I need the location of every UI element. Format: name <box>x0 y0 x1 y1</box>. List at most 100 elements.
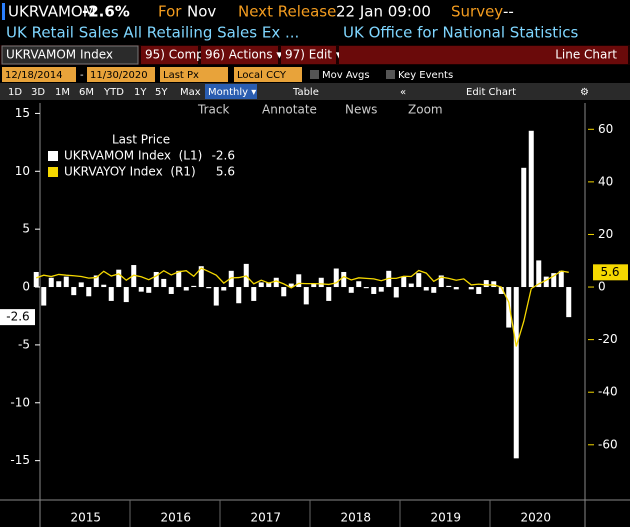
x-tick-label: 2019 <box>430 511 461 525</box>
security-field: UKRVAMOM Index <box>6 48 113 62</box>
legend-value: 5.6 <box>216 165 235 179</box>
survey-value: -- <box>503 3 514 21</box>
legend <box>42 130 237 182</box>
settings-icon[interactable]: ⚙ <box>580 87 589 98</box>
legend-swatch <box>48 151 58 161</box>
x-tick-label: 2015 <box>70 511 101 525</box>
view-label[interactable]: Line Chart <box>555 48 617 62</box>
line <box>36 267 569 347</box>
bar <box>93 275 99 288</box>
bar <box>288 283 294 288</box>
last-value-badge <box>0 309 35 326</box>
tool-button[interactable]: Annotate <box>262 103 317 117</box>
bar <box>333 268 339 288</box>
source: UK Office for National Statistics <box>343 24 579 42</box>
actions-button[interactable] <box>201 46 278 64</box>
bar <box>483 280 489 288</box>
bar <box>521 167 527 288</box>
bar <box>206 287 212 289</box>
bar <box>311 283 317 288</box>
edit-chart[interactable]: Edit Chart <box>466 87 516 98</box>
bar <box>558 270 564 288</box>
security-input[interactable] <box>1 45 139 65</box>
bar <box>266 282 272 288</box>
period-button[interactable]: YTD <box>103 87 124 98</box>
end-date: 11/30/2020 <box>90 70 148 81</box>
bar <box>438 275 444 288</box>
bar <box>371 287 377 294</box>
compare-button[interactable] <box>141 46 198 64</box>
period-button[interactable]: 1D <box>8 87 22 98</box>
y-tick-label: 15 <box>15 106 30 120</box>
bar <box>168 287 174 294</box>
security-name: UK Retail Sales All Retailing Sales Ex .… <box>6 24 299 42</box>
y-tick-label: -15 <box>10 453 30 467</box>
period-button[interactable]: 1M <box>55 87 70 98</box>
bar <box>41 287 47 306</box>
bar <box>513 287 519 459</box>
bar <box>221 287 227 291</box>
edit-button[interactable] <box>281 46 336 64</box>
bar <box>191 285 197 288</box>
tool-button[interactable]: Zoom <box>408 103 443 117</box>
period-button[interactable]: 1Y <box>134 87 147 98</box>
collapse-icon[interactable]: « <box>400 87 406 98</box>
last-value-label: 5.6 <box>600 265 619 279</box>
period-button[interactable]: Max <box>180 87 201 98</box>
start-date-input[interactable] <box>2 67 76 82</box>
bar <box>401 276 407 288</box>
field-input[interactable] <box>160 67 228 82</box>
currency-input[interactable] <box>234 67 302 82</box>
legend-label: UKRVAYOY Index (R1) <box>64 165 196 179</box>
bar <box>378 287 384 292</box>
period-button[interactable]: 3D <box>31 87 45 98</box>
bar <box>468 287 474 290</box>
bar <box>63 276 69 288</box>
y-tick-label: -10 <box>10 395 30 409</box>
bar <box>198 266 204 288</box>
frequency-button[interactable] <box>205 84 257 99</box>
end-date-input[interactable] <box>87 67 155 82</box>
bar <box>33 271 39 288</box>
bar <box>273 277 279 288</box>
period-button[interactable]: 6M <box>79 87 94 98</box>
next-release-value: 22 Jan 09:00 <box>336 3 431 21</box>
bar <box>348 287 354 293</box>
bar <box>506 287 512 328</box>
bar <box>416 273 422 288</box>
bar <box>453 287 459 290</box>
survey-label: Survey <box>451 3 503 21</box>
period-button[interactable]: 5Y <box>155 87 168 98</box>
bar <box>161 278 167 288</box>
bar <box>536 260 542 288</box>
bar <box>431 287 437 293</box>
bar <box>566 287 572 318</box>
actions-label: 96) Actions ▾ <box>205 48 282 62</box>
bar <box>341 271 347 288</box>
frequency: Monthly ▾ <box>208 87 256 98</box>
bar <box>153 271 159 288</box>
legend-swatch <box>48 167 58 177</box>
tool-button[interactable]: News <box>345 103 377 117</box>
tool-button[interactable]: Track <box>197 103 229 117</box>
for-label: For <box>158 3 182 21</box>
table-button[interactable]: Table <box>292 87 319 98</box>
bar <box>423 287 429 291</box>
bar <box>551 273 557 288</box>
mov-avgs-checkbox[interactable] <box>310 70 319 79</box>
legend-title: Last Price <box>112 133 170 147</box>
field: Last Px <box>163 70 199 81</box>
y2-tick-label: 20 <box>598 227 613 241</box>
bar <box>498 287 504 294</box>
bar <box>108 287 114 301</box>
period-bar <box>0 83 630 100</box>
x-tick-label: 2017 <box>250 511 281 525</box>
bar <box>318 277 324 288</box>
key-events-checkbox[interactable] <box>386 70 395 79</box>
bar <box>86 287 92 297</box>
bar <box>176 270 182 288</box>
bar <box>71 287 77 296</box>
bar <box>101 284 107 288</box>
bar <box>228 270 234 288</box>
